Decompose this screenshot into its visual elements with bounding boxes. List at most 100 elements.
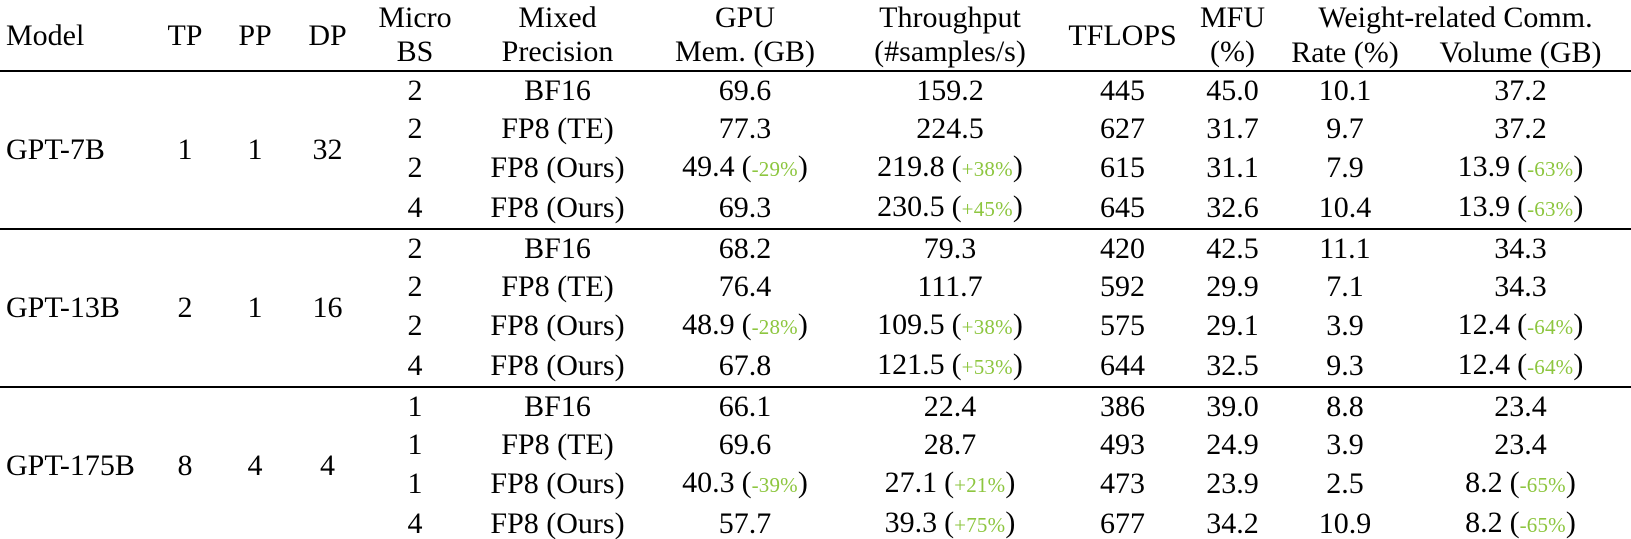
delta: (-28%) bbox=[742, 308, 808, 341]
precision-cell: FP8 (Ours) bbox=[490, 309, 625, 342]
tflops-cell: 627 bbox=[1100, 112, 1145, 145]
volume-cell: 8.2 (-65%) bbox=[1410, 464, 1631, 504]
value: 69.6 bbox=[718, 428, 772, 461]
header-mixed-precision-line1: Mixed bbox=[518, 1, 597, 34]
pp-cell: 1 bbox=[220, 228, 290, 387]
table-body: GPT-7B 1 1 32 2 BF16 69.6() 159.2() 445 … bbox=[0, 70, 1631, 539]
precision-cell: FP8 (Ours) bbox=[490, 507, 625, 539]
value: 111.7 bbox=[917, 270, 983, 303]
tflops-cell: 615 bbox=[1100, 151, 1145, 184]
value: 23.4 bbox=[1494, 390, 1547, 423]
precision-cell: FP8 (Ours) bbox=[490, 191, 625, 224]
header-micro-bs: Micro BS bbox=[365, 0, 465, 72]
header-micro-bs-line2: BS bbox=[396, 35, 434, 68]
delta: (+21%) bbox=[944, 466, 1015, 499]
gpu-mem-cell: 48.9 (-28%) bbox=[650, 306, 840, 346]
throughput-cell: 28.7() bbox=[840, 426, 1060, 464]
paren: ( bbox=[951, 348, 962, 381]
micro-bs-cell: 4 bbox=[407, 507, 423, 539]
model-cell: GPT-13B bbox=[0, 228, 150, 387]
micro-bs-cell: 1 bbox=[407, 428, 423, 461]
volume-cell: 12.4 (-64%) bbox=[1410, 346, 1631, 387]
value: 69.6 bbox=[718, 74, 772, 107]
delta-percent: +45% bbox=[961, 197, 1013, 221]
paren: ( bbox=[944, 506, 955, 539]
delta-percent: +38% bbox=[961, 315, 1013, 339]
delta-percent: +53% bbox=[961, 355, 1013, 379]
header-mixed-precision: Mixed Precision bbox=[465, 0, 650, 72]
paren: ( bbox=[1517, 150, 1528, 183]
delta-percent: -29% bbox=[751, 157, 798, 181]
mfu-cell: 32.5 bbox=[1206, 349, 1259, 382]
paren: ) bbox=[797, 150, 808, 183]
delta-percent: -64% bbox=[1527, 315, 1574, 339]
mfu-cell: 31.1 bbox=[1206, 151, 1259, 184]
delta: (-64%) bbox=[1517, 308, 1583, 341]
paren: ) bbox=[1565, 506, 1576, 539]
value: 69.3 bbox=[718, 191, 772, 224]
header-tflops: TFLOPS bbox=[1060, 0, 1185, 72]
tflops-cell: 645 bbox=[1100, 191, 1145, 224]
rate-cell: 10.9 bbox=[1318, 507, 1372, 539]
delta-percent: -28% bbox=[751, 315, 798, 339]
paren: ( bbox=[951, 150, 962, 183]
tflops-cell: 473 bbox=[1100, 467, 1145, 500]
paren: ( bbox=[741, 466, 752, 499]
paren: ( bbox=[1517, 348, 1528, 381]
value: 23.4 bbox=[1494, 428, 1547, 461]
paren: ( bbox=[1517, 190, 1528, 223]
delta: (-39%) bbox=[742, 466, 808, 499]
value: 12.4 bbox=[1457, 308, 1511, 341]
rate-cell: 2.5 bbox=[1326, 467, 1364, 500]
gpu-mem-cell: 69.6() bbox=[650, 70, 840, 110]
tp-cell: 2 bbox=[150, 228, 220, 387]
micro-bs-cell: 4 bbox=[407, 191, 423, 224]
gpu-mem-cell: 67.8() bbox=[650, 346, 840, 387]
gpu-mem-cell: 68.2() bbox=[650, 228, 840, 268]
value: 40.3 bbox=[682, 466, 735, 499]
value: 8.2 bbox=[1465, 466, 1503, 499]
paren: ) bbox=[1573, 308, 1584, 341]
mfu-cell: 24.9 bbox=[1206, 428, 1259, 461]
precision-cell: FP8 (TE) bbox=[501, 428, 614, 461]
model-cell: GPT-175B bbox=[0, 386, 150, 539]
table-row: GPT-7B 1 1 32 2 BF16 69.6() 159.2() 445 … bbox=[0, 70, 1631, 229]
delta: (+38%) bbox=[952, 150, 1023, 183]
value: 67.8 bbox=[718, 349, 772, 382]
gpu-mem-cell: 40.3 (-39%) bbox=[650, 464, 840, 504]
header-model: Model bbox=[0, 0, 150, 72]
volume-cell: 8.2 (-65%) bbox=[1410, 504, 1631, 539]
delta: (-63%) bbox=[1517, 150, 1583, 183]
delta-percent: -63% bbox=[1527, 157, 1574, 181]
throughput-cell: 230.5 (+45%) bbox=[840, 188, 1060, 229]
throughput-cell: 27.1 (+21%) bbox=[840, 464, 1060, 504]
header-throughput-line2: (#samples/s) bbox=[874, 35, 1026, 68]
micro-bs-cell: 2 bbox=[365, 70, 465, 110]
header-mfu-line2: (%) bbox=[1210, 35, 1255, 68]
value: 39.3 bbox=[884, 506, 938, 539]
tflops-cell: 386 bbox=[1060, 386, 1185, 426]
delta: (+38%) bbox=[952, 308, 1023, 341]
delta-percent: -65% bbox=[1519, 473, 1566, 497]
value: 34.3 bbox=[1494, 270, 1547, 303]
header-row-2: Rate (%) Volume (GB) bbox=[0, 35, 1631, 72]
pp-cell: 1 bbox=[220, 70, 290, 229]
gpu-mem-cell: 77.3() bbox=[650, 110, 840, 148]
throughput-cell: 224.5() bbox=[840, 110, 1060, 148]
paren: ) bbox=[797, 308, 808, 341]
delta: (-65%) bbox=[1510, 466, 1576, 499]
paren: ( bbox=[951, 308, 962, 341]
paren: ) bbox=[1565, 466, 1576, 499]
volume-cell: 37.2() bbox=[1410, 70, 1631, 110]
micro-bs-cell: 2 bbox=[365, 228, 465, 268]
precision-cell: BF16 bbox=[465, 70, 650, 110]
precision-cell: FP8 (Ours) bbox=[490, 151, 625, 184]
mfu-cell: 39.0 bbox=[1185, 386, 1280, 426]
header-throughput-line1: Throughput bbox=[879, 1, 1021, 34]
delta-percent: +21% bbox=[954, 473, 1006, 497]
paren: ( bbox=[741, 308, 752, 341]
header-row-1: Model TP PP DP Micro BS Mixed Precision … bbox=[0, 0, 1631, 72]
delta: (-29%) bbox=[742, 150, 808, 183]
paren: ) bbox=[1012, 150, 1023, 183]
